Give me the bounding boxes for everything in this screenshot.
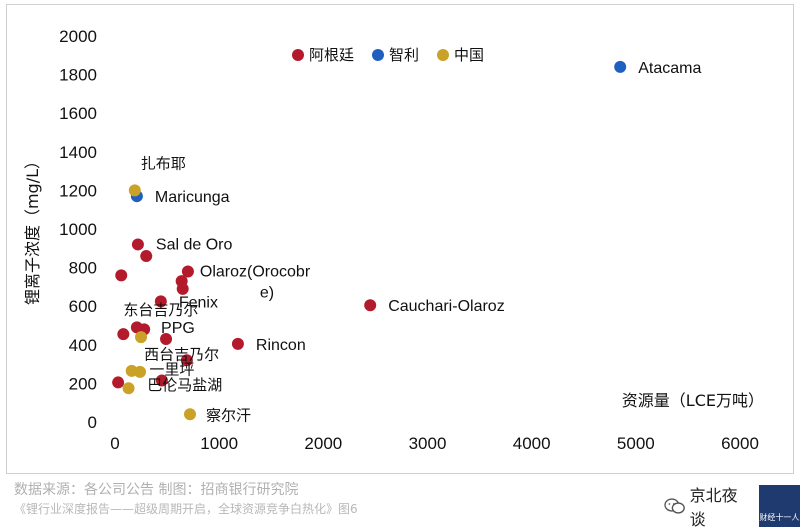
data-point [155, 374, 168, 387]
point-label: Olaroz(Orocobr e) [200, 263, 311, 301]
data-point [135, 331, 148, 344]
data-point [231, 337, 244, 350]
brand-badge: 财经十一人 [758, 485, 800, 527]
legend-label: 智利 [389, 46, 419, 64]
point-label: Maricunga [155, 189, 230, 206]
x-tick-label: 5000 [617, 434, 655, 453]
annotation-label: 一里坪 [149, 361, 194, 379]
point-label: Fenix [179, 294, 218, 311]
legend-label: 中国 [454, 46, 484, 64]
scatter-chart: 0 200 400 600 800 1000 1200 1400 1600 1800 2000 0 10… [23, 27, 764, 453]
y-tick-label: 400 [69, 336, 97, 355]
x-tick-label: 6000 [721, 434, 759, 453]
x-tick-label: 2000 [304, 434, 342, 453]
data-point [128, 184, 141, 197]
brand-name: 京北夜谈 [689, 486, 738, 529]
data-point [364, 299, 377, 312]
y-tick-label: 1600 [59, 104, 97, 123]
y-tick-label: 1800 [59, 66, 97, 85]
x-tick-label: 0 [110, 434, 119, 453]
legend-marker [372, 49, 384, 61]
x-tick-label: 3000 [409, 434, 447, 453]
data-point [112, 376, 125, 389]
data-point [117, 328, 130, 341]
y-tick-label: 0 [88, 413, 97, 432]
citation-note: 《锂行业深度报告——超级周期开启，全球资源竞争白热化》图6 [14, 502, 358, 516]
point-label: PPG [161, 320, 195, 337]
brand-block: 京北夜谈 财经十一人 [664, 482, 800, 530]
data-point [140, 250, 153, 263]
data-point [122, 382, 135, 395]
wechat-icon [664, 498, 685, 514]
y-tick-label: 2000 [59, 27, 97, 46]
footer: 数据来源：各公司公告 制图：招商银行研究院 《锂行业深度报告——超级周期开启，全… [14, 480, 614, 518]
data-point [614, 60, 627, 73]
data-point [184, 408, 196, 421]
y-axis-title: 锂离子浓度（mg/L） [23, 153, 42, 305]
data-point [134, 365, 146, 378]
point-label: Rincon [256, 337, 306, 354]
x-axis-title: 资源量（LCE万吨） [622, 391, 764, 410]
source-note: 数据来源：各公司公告 制图：招商银行研究院 [14, 482, 299, 498]
point-label: 扎布耶 [141, 154, 186, 172]
data-point [115, 269, 128, 282]
data-point [180, 354, 193, 367]
y-tick-label: 800 [69, 259, 97, 278]
point-label: 察尔汗 [206, 406, 251, 424]
y-tick-label: 600 [69, 297, 97, 316]
data-point [176, 282, 189, 295]
y-tick-label: 1200 [59, 181, 97, 200]
annotation-label: 西台吉乃尔 [144, 345, 219, 363]
x-tick-label: 4000 [513, 434, 551, 453]
legend-label: 阿根廷 [309, 46, 354, 64]
data-point [160, 333, 173, 346]
y-tick-label: 200 [69, 374, 97, 393]
x-tick-label: 1000 [200, 434, 238, 453]
y-tick-label: 1400 [59, 143, 97, 162]
point-label: Atacama [638, 60, 701, 77]
legend-marker [437, 49, 449, 61]
data-point [154, 295, 167, 308]
data-point [181, 265, 194, 278]
point-label: Cauchari-Olaroz [388, 298, 504, 315]
annotation-label: 巴伦马盐湖 [147, 376, 222, 394]
y-tick-label: 1000 [59, 220, 97, 239]
legend-marker [292, 49, 304, 61]
annotation-label: 东台吉乃尔 [123, 301, 198, 319]
data-point [131, 238, 144, 251]
point-label: Sal de Oro [156, 236, 233, 253]
